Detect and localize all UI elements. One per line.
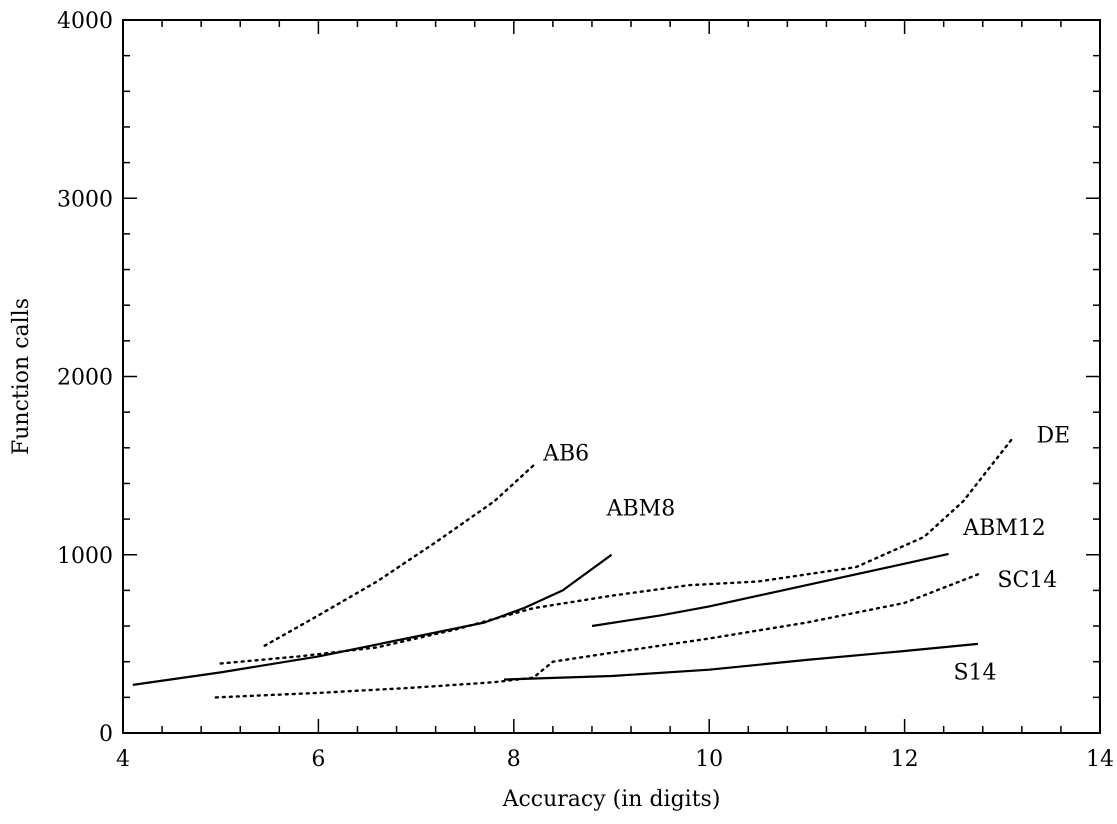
- series-label-ab6: AB6: [542, 441, 589, 466]
- y-tick-label: 1000: [57, 544, 113, 569]
- y-tick-label: 2000: [57, 366, 113, 391]
- x-tick-label: 12: [891, 747, 919, 772]
- series-lines: [132, 437, 1014, 699]
- series-line-sc14: [214, 573, 980, 699]
- series-line-abm12: [591, 552, 949, 628]
- series-label-abm8: ABM8: [606, 497, 676, 522]
- series-label-sc14: SC14: [997, 568, 1057, 593]
- y-tick-label: 4000: [57, 9, 113, 34]
- y-tick-label: 0: [99, 722, 113, 747]
- series-label-de: DE: [1036, 423, 1070, 448]
- y-tick-label: 3000: [57, 187, 113, 212]
- ticks: 4 6 8 10 12 14 0 1000 2000 3000 4000: [57, 9, 1114, 772]
- series-line-s14: [503, 642, 979, 681]
- x-axis-title: Accuracy (in digits): [502, 787, 721, 812]
- x-tick-label: 4: [116, 747, 130, 772]
- series-line-abm8: [132, 553, 613, 686]
- x-tick-label: 10: [695, 747, 723, 772]
- series-line-de: [219, 437, 1014, 665]
- series-label-s14: S14: [953, 661, 996, 686]
- axes: [122, 19, 1101, 734]
- x-tick-label: 6: [311, 747, 325, 772]
- series-labels: AB6 ABM8 DE ABM12 SC14 S14: [542, 423, 1070, 685]
- series-label-abm12: ABM12: [962, 516, 1046, 541]
- series-line-ab6: [263, 464, 535, 647]
- x-tick-label: 8: [507, 747, 521, 772]
- plot-frame: [122, 19, 1101, 734]
- x-tick-label: 14: [1086, 747, 1114, 772]
- y-axis-title: Function calls: [9, 298, 34, 455]
